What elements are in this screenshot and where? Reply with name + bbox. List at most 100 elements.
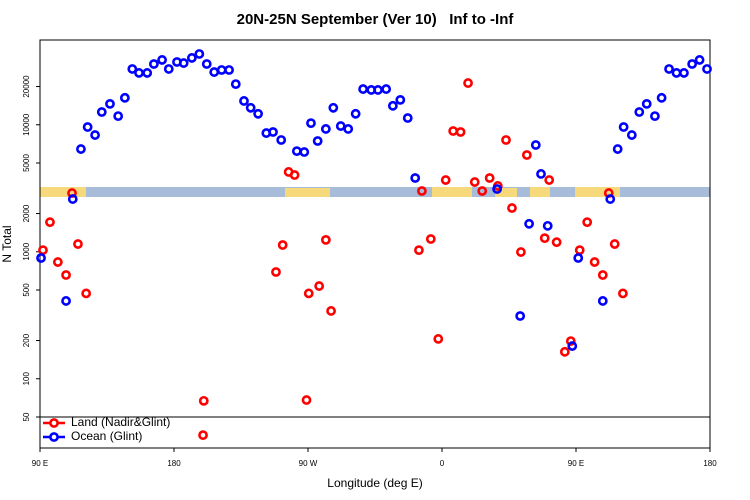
point [559, 346, 570, 357]
point [306, 118, 316, 129]
y-tick-label: 10000 [22, 113, 31, 136]
point [414, 245, 424, 256]
point [484, 173, 495, 183]
point [650, 111, 660, 122]
point [320, 124, 331, 134]
point [501, 135, 511, 145]
point [530, 140, 541, 150]
point [36, 253, 46, 263]
x-tick-label: 90 W [299, 459, 318, 468]
point [105, 98, 115, 109]
point [477, 186, 488, 196]
point [565, 336, 576, 346]
x-tick-label: 90 E [568, 459, 584, 468]
point [148, 59, 159, 69]
point [612, 144, 623, 154]
series-1 [36, 49, 712, 351]
point [61, 270, 71, 280]
point [119, 92, 130, 103]
map-strip [40, 187, 710, 197]
point [239, 96, 249, 106]
point [664, 64, 674, 74]
point [303, 288, 314, 299]
point [626, 130, 637, 140]
point [268, 127, 278, 137]
point [350, 108, 361, 119]
point [224, 65, 234, 75]
point [634, 107, 645, 117]
point [67, 194, 78, 204]
point [127, 64, 138, 74]
x-tick-label: 0 [440, 459, 445, 468]
point [186, 53, 197, 63]
point [618, 288, 628, 299]
point [521, 150, 532, 160]
point [45, 217, 55, 228]
point [312, 136, 323, 146]
point [507, 203, 517, 213]
point [326, 306, 336, 316]
point [289, 170, 300, 180]
point [694, 55, 705, 65]
point [551, 237, 562, 248]
point [178, 58, 189, 68]
y-axis-label: N Total [0, 225, 14, 262]
point [276, 135, 287, 145]
chart-title: 20N-25N September (Ver 10) Inf to -Inf [237, 11, 515, 28]
point [539, 233, 550, 244]
point [463, 78, 473, 88]
point [582, 217, 593, 228]
point [277, 240, 288, 250]
point [343, 124, 354, 134]
point [492, 184, 502, 194]
series-0 [38, 78, 628, 441]
point [61, 296, 71, 306]
point [314, 281, 325, 291]
point [469, 177, 480, 187]
point [395, 94, 406, 105]
point [702, 64, 712, 74]
point [605, 194, 616, 204]
point [201, 59, 212, 69]
y-tick-label: 5000 [22, 154, 31, 172]
point [656, 92, 667, 103]
point [52, 257, 63, 267]
point [328, 102, 339, 113]
x-tick-label: 180 [703, 459, 717, 468]
x-tick-label: 180 [167, 459, 181, 468]
point [76, 144, 86, 154]
point [198, 430, 208, 441]
point [542, 220, 553, 231]
y-tick-label: 50 [22, 412, 31, 421]
point [381, 84, 392, 94]
point [609, 239, 620, 249]
y-tick-label: 1000 [22, 242, 31, 260]
point [410, 173, 421, 183]
y-tick-label: 20000 [22, 75, 31, 98]
legend-marker [49, 418, 59, 428]
plot-frame [39, 39, 711, 449]
point [230, 79, 241, 90]
point [425, 234, 436, 244]
point [253, 108, 264, 119]
point [301, 395, 312, 405]
point [163, 64, 174, 74]
point [142, 68, 153, 78]
point [96, 107, 107, 117]
point [299, 147, 310, 157]
point [455, 127, 466, 137]
point [641, 98, 652, 109]
point [567, 341, 578, 351]
point [73, 239, 83, 249]
point [387, 100, 398, 111]
point [245, 102, 256, 113]
legend-label: Land (Nadir&Glint) [71, 415, 170, 429]
point [679, 68, 689, 78]
y-tick-label: 100 [22, 372, 31, 386]
x-tick-label: 90 E [32, 459, 48, 468]
point [90, 130, 100, 140]
legend-marker [49, 432, 59, 442]
point [198, 395, 209, 406]
point [573, 253, 584, 263]
